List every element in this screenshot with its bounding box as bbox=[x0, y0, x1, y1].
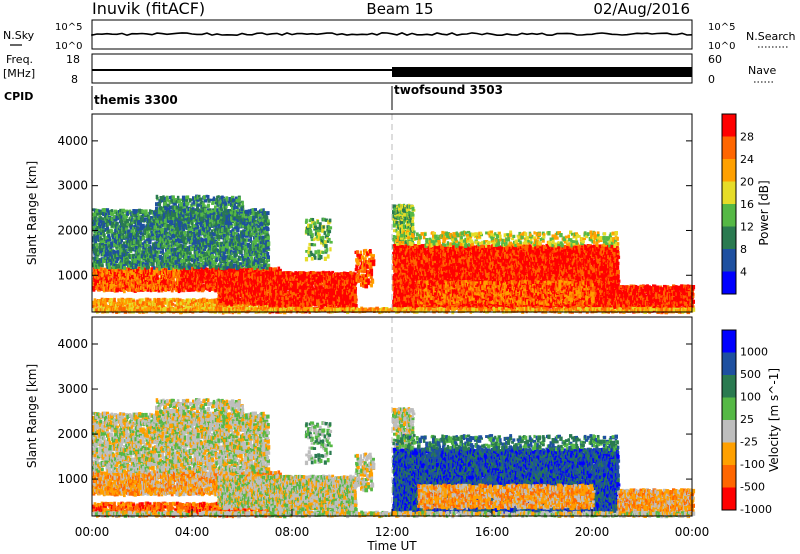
power-cell bbox=[179, 288, 182, 292]
freq-tick-top: 18 bbox=[66, 53, 80, 66]
power-cell bbox=[109, 298, 113, 301]
cpid-segment-2: twofsound 3503 bbox=[394, 83, 503, 97]
noise-panel: N.Sky 10^5 10^0 N.Search 10^5 10^0 bbox=[3, 20, 796, 52]
noise-sky-trace bbox=[92, 33, 692, 35]
power-cell bbox=[171, 303, 174, 306]
date-title: 02/Aug/2016 bbox=[593, 0, 690, 18]
freq-unit-label: [MHz] bbox=[3, 67, 35, 80]
noise-left-tick-top: 10^5 bbox=[55, 22, 82, 33]
frequency-panel: Freq. [MHz] 18 8 Nave 60 0 bbox=[3, 53, 776, 86]
power-cell bbox=[113, 298, 116, 302]
power-cell bbox=[161, 272, 163, 275]
beam-title: Beam 15 bbox=[366, 0, 433, 18]
n-search-label: N.Search bbox=[746, 30, 796, 43]
nave-block bbox=[392, 67, 692, 77]
power-cell bbox=[157, 277, 159, 280]
noise-right-tick-top: 10^5 bbox=[708, 22, 735, 33]
nave-label: Nave bbox=[748, 64, 776, 77]
power-cell bbox=[206, 299, 209, 302]
power-cell bbox=[157, 298, 161, 302]
freq-tick-bottom: 8 bbox=[71, 73, 78, 86]
nave-trace bbox=[392, 67, 692, 77]
power-cell bbox=[117, 298, 120, 301]
nave-tick-top: 60 bbox=[708, 53, 722, 66]
noise-right-tick-bottom: 10^0 bbox=[708, 41, 735, 52]
freq-label: Freq. bbox=[6, 53, 33, 66]
cpid-panel: CPID themis 3300 twofsound 3503 bbox=[4, 83, 503, 110]
power-data-cells bbox=[92, 195, 695, 315]
cpid-label: CPID bbox=[4, 90, 33, 103]
power-cell bbox=[114, 272, 117, 276]
power-cell bbox=[188, 299, 191, 302]
power-cell bbox=[183, 300, 185, 303]
cpid-segment-1: themis 3300 bbox=[94, 93, 178, 107]
n-sky-label: N.Sky bbox=[3, 29, 35, 42]
station-title: Inuvik (fitACF) bbox=[92, 0, 205, 18]
summary-plot: Inuvik (fitACF) Beam 15 02/Aug/2016 N.Sk… bbox=[0, 0, 800, 554]
nave-tick-bottom: 0 bbox=[708, 73, 715, 86]
noise-left-tick-bottom: 10^0 bbox=[55, 41, 82, 52]
